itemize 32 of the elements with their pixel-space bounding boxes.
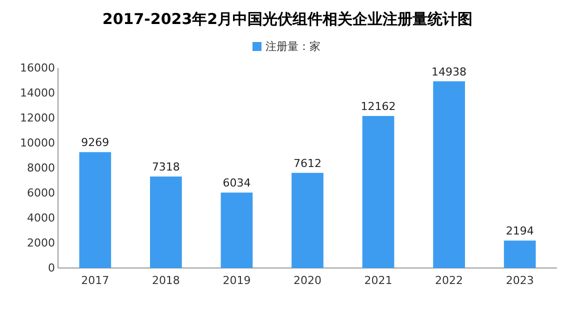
bar: [150, 176, 182, 268]
x-tick-label: 2021: [364, 274, 392, 287]
y-tick-label: 10000: [20, 136, 55, 150]
y-tick-label: 14000: [20, 86, 55, 100]
x-tick-label: 2017: [81, 274, 110, 287]
x-tick-label: 2018: [152, 274, 180, 287]
y-tick-label: 4000: [27, 212, 55, 225]
data-label: 7612: [294, 156, 322, 170]
bar: [433, 81, 465, 268]
chart-title: 2017-2023年2月中国光伏组件相关企业注册量统计图: [102, 10, 473, 28]
bar: [504, 240, 536, 268]
y-tick-label: 8000: [27, 162, 55, 175]
legend-label: 注册量：家: [266, 40, 320, 53]
x-tick-label: 2020: [294, 274, 322, 287]
bar: [79, 152, 112, 268]
x-tick-label: 2023: [506, 274, 534, 287]
x-tick-label: 2022: [435, 274, 464, 287]
data-label: 9269: [81, 136, 110, 150]
y-tick-label: 6000: [27, 186, 55, 200]
data-label: 14938: [432, 65, 467, 78]
data-label: 6034: [222, 176, 251, 190]
data-label: 12162: [360, 100, 396, 113]
bar: [362, 116, 394, 268]
y-tick-label: 2000: [27, 236, 55, 250]
bar: [220, 192, 253, 268]
x-tick-label: 2019: [222, 274, 251, 287]
data-label: 7318: [152, 160, 180, 174]
bar: [292, 172, 324, 268]
y-tick-label: 16000: [20, 62, 55, 75]
data-label: 2194: [506, 224, 534, 238]
y-tick-label: 12000: [20, 112, 55, 125]
y-tick-label: 0: [48, 262, 55, 275]
